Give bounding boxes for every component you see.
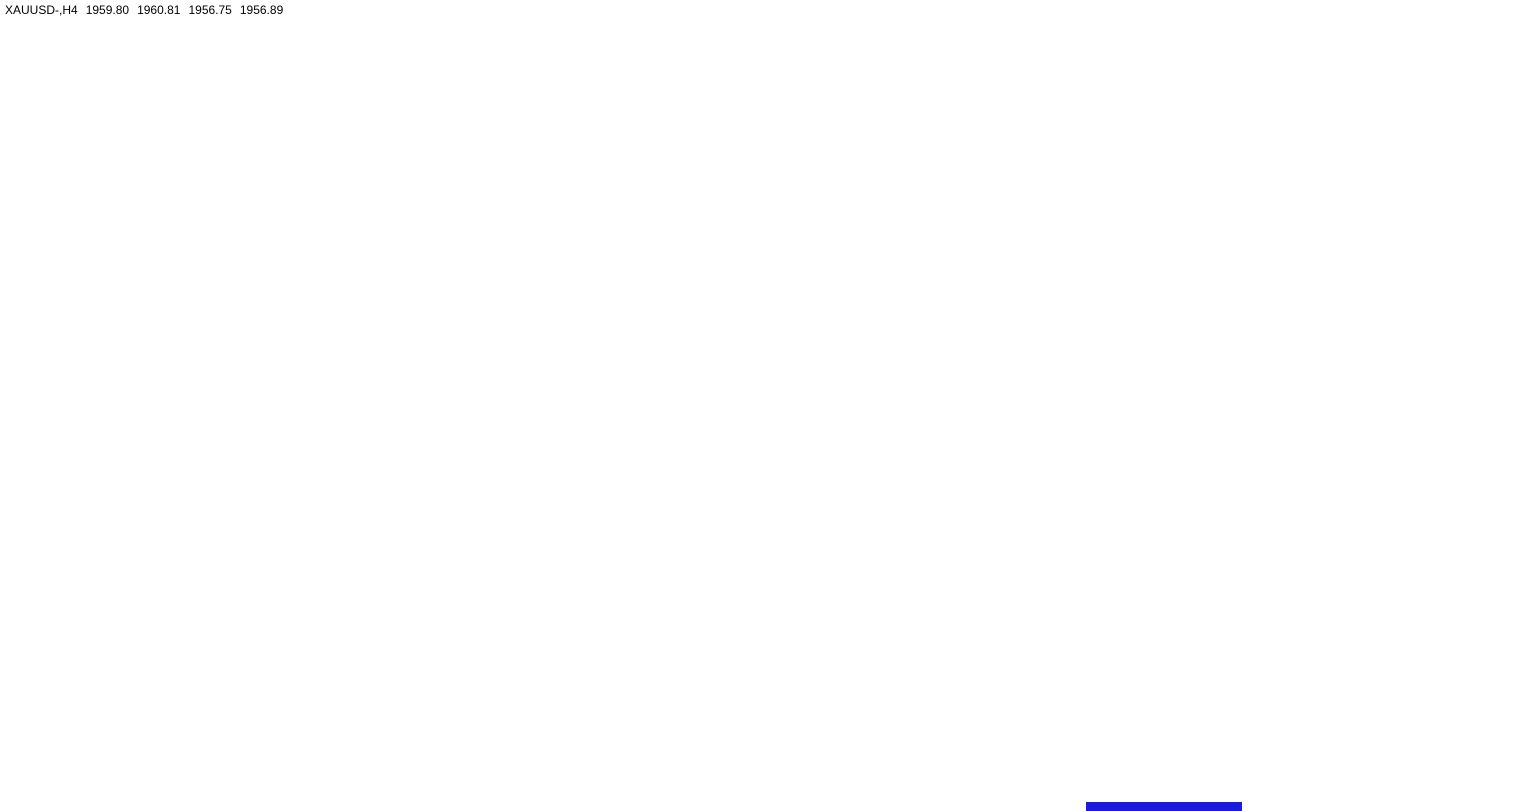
symbol-timeframe-label: XAUUSD-,H4 bbox=[5, 3, 78, 17]
low-value: 1956.75 bbox=[188, 3, 232, 17]
chart-ohlc-readout: XAUUSD-,H4 1959.80 1960.81 1956.75 1956.89 bbox=[5, 3, 291, 17]
high-value: 1960.81 bbox=[137, 3, 181, 17]
open-value: 1959.80 bbox=[85, 3, 130, 17]
close-value: 1956.89 bbox=[239, 3, 284, 17]
bottom-blue-bar bbox=[1086, 802, 1242, 811]
